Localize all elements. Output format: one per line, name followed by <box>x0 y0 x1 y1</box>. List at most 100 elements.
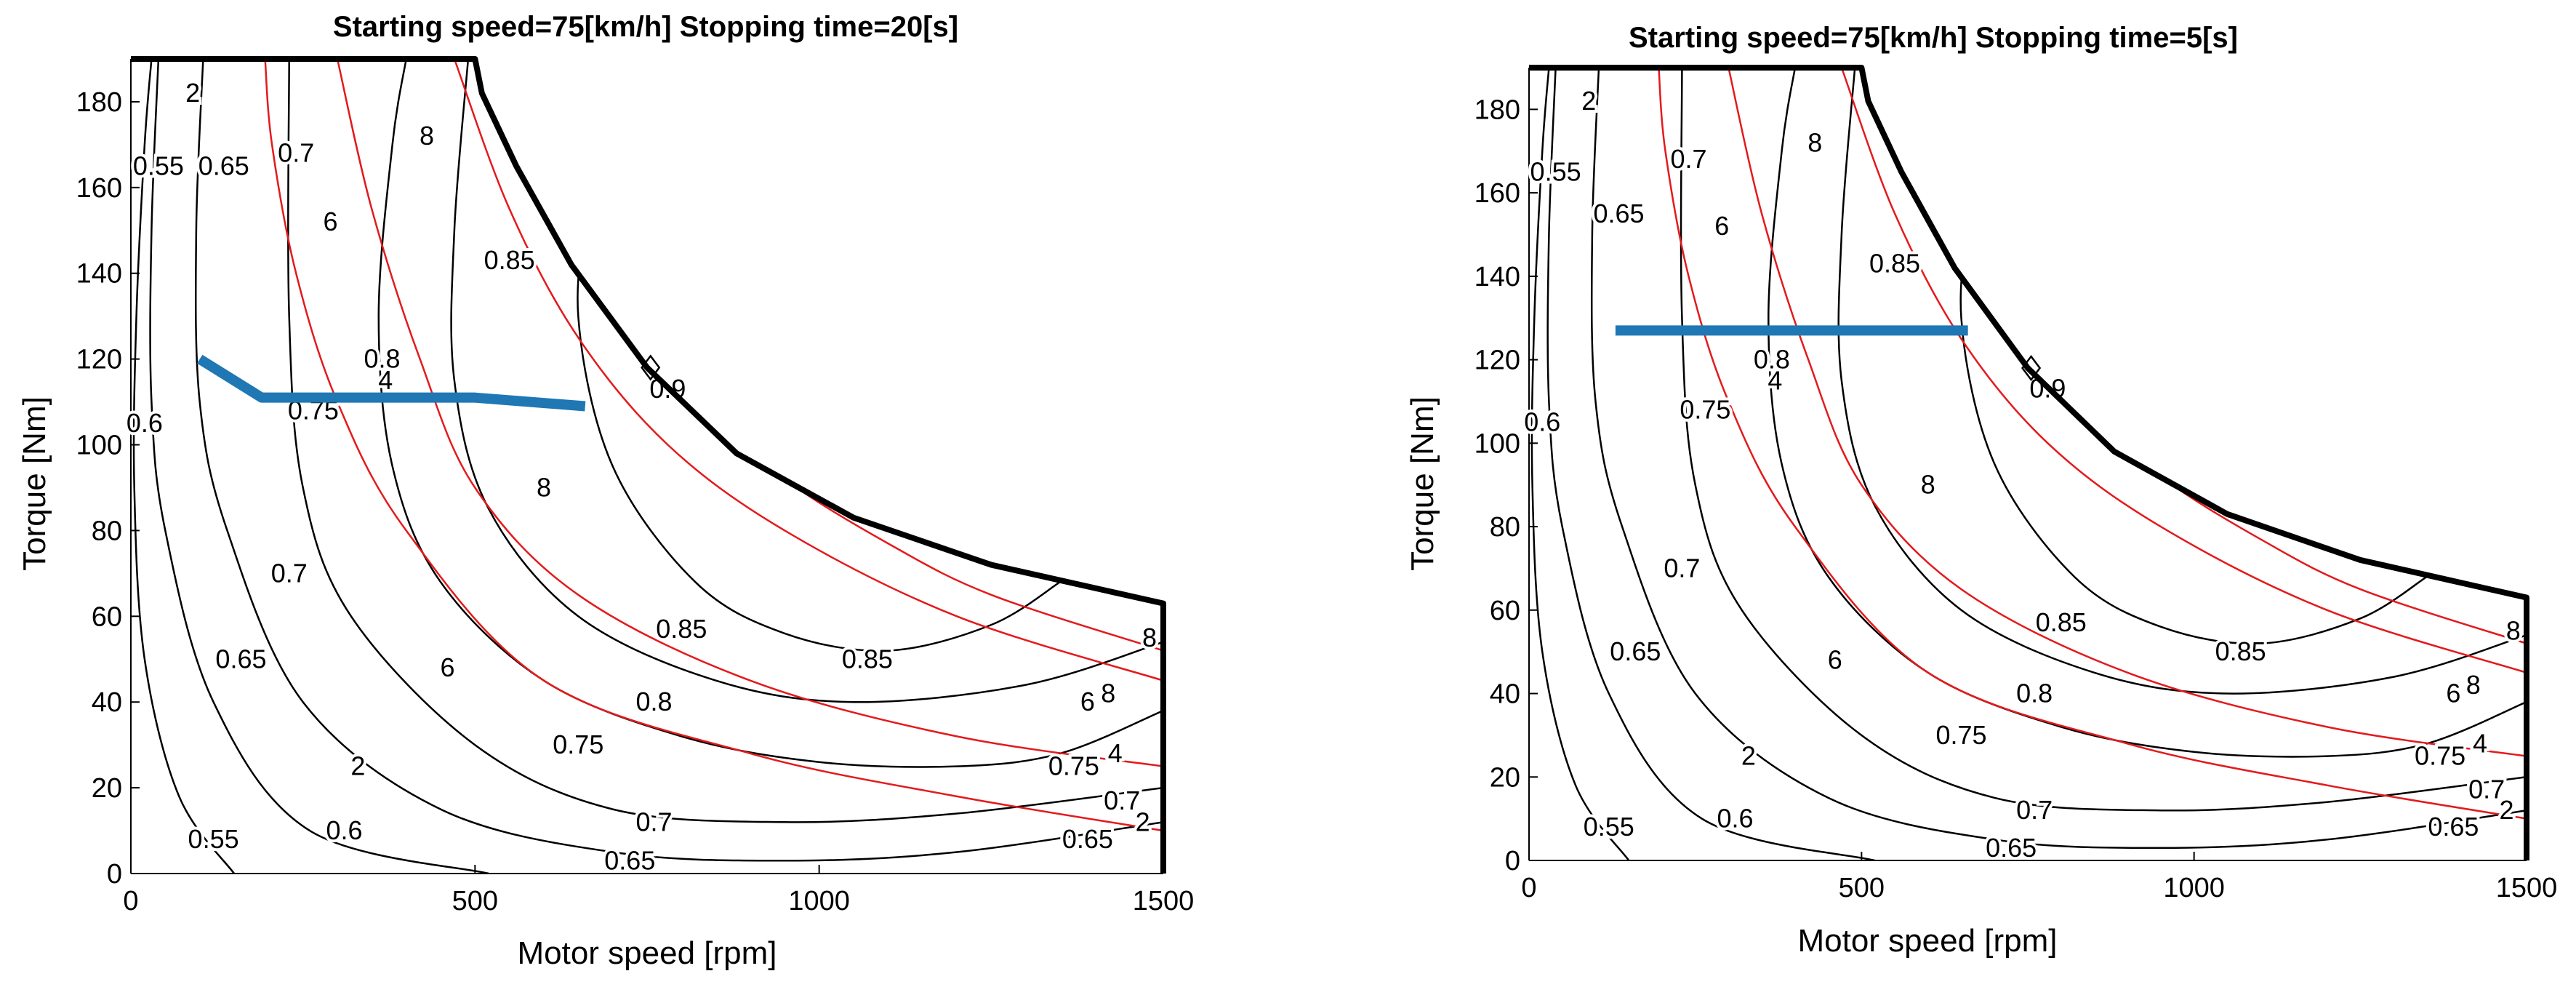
y-tick-label: 100 <box>1474 428 1520 459</box>
power-contour <box>1887 68 2527 644</box>
efficiency-contour-label: 0.6 <box>127 408 163 438</box>
y-tick-label: 140 <box>76 259 122 289</box>
efficiency-contour-label: 0.6 <box>1717 804 1754 834</box>
efficiency-contour-label: 0.7 <box>1670 144 1706 174</box>
power-contour-label: 8 <box>1142 623 1157 652</box>
y-tick-label: 140 <box>1474 262 1520 292</box>
power-contour-label: 2 <box>1581 86 1596 116</box>
efficiency-contour-label: 0.75 <box>553 730 603 759</box>
power-contour-label: 4 <box>2473 728 2487 758</box>
efficiency-contour-label: 0.75 <box>1048 751 1099 781</box>
power-contour-label: 8 <box>2506 615 2521 645</box>
y-tick-label: 60 <box>92 602 122 632</box>
efficiency-contour-label: 0.7 <box>1104 786 1140 815</box>
x-axis-label: Motor speed [rpm] <box>1797 923 2057 959</box>
y-tick-label: 120 <box>76 345 122 375</box>
x-tick-label: 1500 <box>2496 873 2558 903</box>
efficiency-contour-label: 0.85 <box>656 614 707 644</box>
efficiency-contour <box>1680 68 2527 812</box>
efficiency-contour <box>1837 68 2527 695</box>
torque-speed-boundary <box>131 56 1166 874</box>
power-contour <box>264 59 1163 832</box>
power-contour-label: 6 <box>324 207 338 236</box>
power-contour-label: 2 <box>1136 807 1150 836</box>
operating-line <box>196 354 586 412</box>
torque-speed-boundary <box>1529 65 2529 860</box>
y-tick-label: 180 <box>1474 95 1520 125</box>
contour-lines <box>132 59 1163 874</box>
efficiency-contour <box>287 59 1163 823</box>
power-contour-label: 2 <box>350 751 365 781</box>
efficiency-map-chart-5s: Starting speed=75[km/h] Stopping time=5[… <box>1405 22 2558 959</box>
efficiency-contour-label: 0.65 <box>198 151 249 180</box>
power-contour-label: 2 <box>2500 795 2514 825</box>
efficiency-contour <box>2023 317 2036 360</box>
y-tick-label: 0 <box>107 859 122 890</box>
efficiency-contour-label: 0.7 <box>271 558 308 588</box>
efficiency-contour <box>1590 68 2527 850</box>
y-tick-label: 60 <box>1490 596 1520 626</box>
y-tick-label: 160 <box>76 173 122 204</box>
y-tick-label: 40 <box>1490 679 1520 710</box>
efficiency-contour-label: 0.6 <box>326 815 362 845</box>
efficiency-contour-label: 0.55 <box>133 151 184 180</box>
efficiency-contour-label: 0.65 <box>1593 199 1644 228</box>
power-contour-label: 2 <box>1741 741 1756 771</box>
plot-area: 0 500 1000 1500 0 20 40 60 80 100 120 140 160 180 0.55… <box>1474 65 2558 903</box>
y-tick-label: 180 <box>76 87 122 118</box>
power-contour-label: 4 <box>378 365 393 395</box>
efficiency-contour-label: 0.8 <box>2016 679 2053 708</box>
chart-title: Starting speed=75[km/h] Stopping time=20… <box>333 11 958 43</box>
efficiency-contour-label: 0.7 <box>635 807 672 836</box>
y-tick-label: 100 <box>76 431 122 461</box>
power-contour <box>336 59 1163 767</box>
efficiency-contour-label: 0.85 <box>1869 249 1920 279</box>
efficiency-contour <box>1768 68 2527 758</box>
efficiency-contour-label: 0.55 <box>1530 156 1581 186</box>
power-contour-label: 2 <box>185 78 200 108</box>
y-tick-label: 20 <box>92 773 122 804</box>
efficiency-contour-label: 0.8 <box>364 344 401 374</box>
efficiency-contour-label: 0.85 <box>842 644 893 674</box>
x-tick-label: 1500 <box>1133 886 1195 916</box>
efficiency-contour-label: 0.55 <box>1584 812 1634 842</box>
efficiency-contour-label: 0.75 <box>2415 741 2465 771</box>
efficiency-contour-label: 0.65 <box>1986 833 2037 863</box>
efficiency-contour <box>132 59 236 874</box>
axes: 0 500 1000 1500 0 20 40 60 80 100 120 140 160 180 <box>1474 68 2558 903</box>
x-axis-label: Motor speed [rpm] <box>517 935 777 971</box>
y-tick-label: 0 <box>1505 846 1520 876</box>
efficiency-contour-label: 0.7 <box>2468 774 2505 804</box>
y-tick-label: 80 <box>1490 512 1520 543</box>
efficiency-contour-label: 0.85 <box>484 245 535 275</box>
efficiency-contour-label: 0.65 <box>215 644 266 674</box>
x-tick-label: 1000 <box>2163 873 2225 903</box>
power-contour-label: 8 <box>420 121 434 151</box>
power-contour-label: 8 <box>1807 127 1822 157</box>
efficiency-contour <box>643 316 655 359</box>
power-contour <box>502 59 1163 652</box>
power-contour-label: 8 <box>1921 470 1935 500</box>
power-contour-label: 6 <box>1080 687 1095 716</box>
efficiency-contour-label: 0.85 <box>2215 636 2266 666</box>
efficiency-contour <box>194 59 1163 862</box>
efficiency-contour-label: 0.75 <box>1935 720 1986 750</box>
power-contour-label: 4 <box>1108 738 1123 768</box>
power-contour-label: 4 <box>1768 365 1782 395</box>
y-tick-label: 160 <box>1474 178 1520 209</box>
efficiency-contour-label: 0.65 <box>2428 812 2479 842</box>
efficiency-contour-label: 0.65 <box>1610 636 1661 666</box>
power-contour-label: 6 <box>1828 645 1842 675</box>
efficiency-contour <box>1546 68 1875 860</box>
efficiency-contour-label: 0.7 <box>2016 795 2053 825</box>
efficiency-contour-label: 0.55 <box>188 824 239 854</box>
y-tick-label: 80 <box>92 516 122 546</box>
power-contour-label: 8 <box>537 472 551 502</box>
efficiency-contour-label: 0.85 <box>2036 607 2087 637</box>
efficiency-contour-label: 0.65 <box>604 845 655 875</box>
power-contour <box>1840 68 2527 674</box>
efficiency-contour <box>149 59 489 874</box>
power-contour-label: 8 <box>1101 678 1115 708</box>
efficiency-map-chart-20s: Starting speed=75[km/h] Stopping time=20… <box>17 11 1195 971</box>
x-tick-label: 500 <box>452 886 498 916</box>
